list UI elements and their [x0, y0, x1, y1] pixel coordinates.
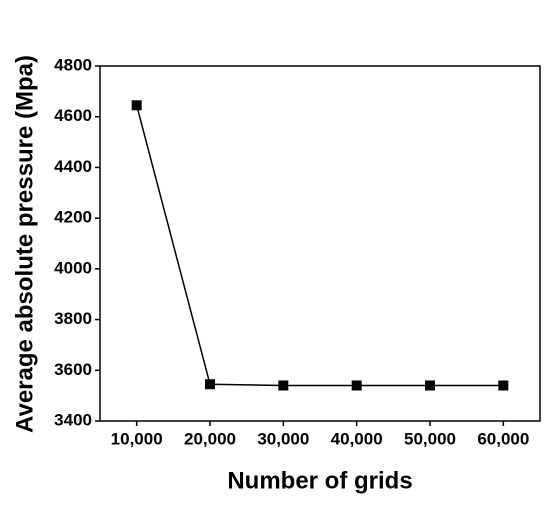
y-tick-label: 4400	[54, 157, 92, 176]
y-tick-label: 3600	[54, 360, 92, 379]
x-tick-label: 20,000	[184, 429, 236, 448]
marker	[278, 380, 289, 391]
y-tick-label: 3800	[54, 309, 92, 328]
x-tick-label: 50,000	[404, 429, 456, 448]
y-tick-label: 4600	[54, 106, 92, 125]
y-tick-label: 4000	[54, 258, 92, 277]
marker	[131, 100, 142, 111]
y-tick-label: 4200	[54, 208, 92, 227]
x-tick-label: 40,000	[331, 429, 383, 448]
marker	[205, 379, 215, 390]
x-tick-label: 10,000	[111, 429, 163, 448]
marker	[351, 380, 362, 391]
x-tick-label: 60,000	[477, 429, 529, 448]
marker	[425, 380, 435, 391]
marker	[498, 380, 509, 391]
y-axis-title: Average absolute pressure (Mpa)	[11, 55, 38, 433]
line	[135, 105, 504, 387]
x-tick-label: 30,000	[257, 429, 309, 448]
x-axis-title: Number of grids	[227, 467, 412, 494]
plot-frame	[99, 65, 541, 422]
y-tick-label: 4800	[54, 55, 92, 74]
y-tick-label: 3400	[54, 410, 92, 429]
